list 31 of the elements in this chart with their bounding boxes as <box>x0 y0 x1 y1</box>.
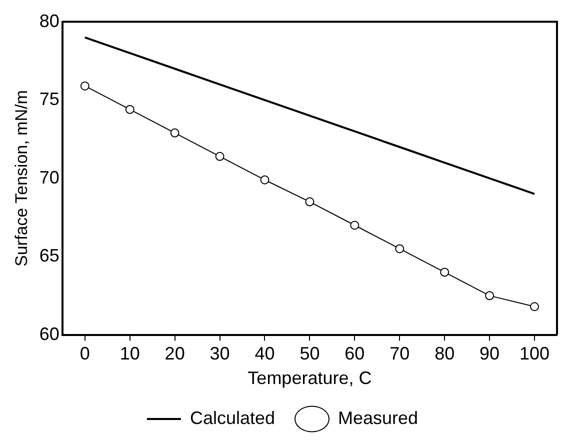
x-tick-label: 20 <box>164 344 185 364</box>
x-tick-label: 40 <box>254 344 275 364</box>
y-tick-label: 70 <box>39 167 60 188</box>
x-axis-title: Temperature, C <box>248 368 372 388</box>
legend-label: Calculated <box>190 408 276 428</box>
x-tick-label: 100 <box>519 344 550 364</box>
y-tick-label: 60 <box>39 324 60 344</box>
x-tick-label: 60 <box>344 344 365 364</box>
point <box>170 128 180 138</box>
point <box>305 197 314 206</box>
x-tick-label: 30 <box>210 344 230 364</box>
y-tick-label: 75 <box>39 89 60 110</box>
point <box>80 81 90 90</box>
y-tick-label: 65 <box>39 246 60 266</box>
point <box>395 244 404 254</box>
point <box>260 175 270 184</box>
x-tick-label: 0 <box>80 344 90 364</box>
point <box>440 268 450 277</box>
point <box>350 220 360 230</box>
x-tick-label: 80 <box>434 344 455 364</box>
x-tick-label: 90 <box>480 344 500 364</box>
x-tick-label: 70 <box>390 344 410 364</box>
point <box>215 152 224 161</box>
point <box>530 302 540 312</box>
point <box>125 104 134 114</box>
y-axis-title: Surface Tension, mN/m <box>12 90 31 266</box>
legend-label: Measured <box>338 408 418 428</box>
x-tick-label: 50 <box>300 344 320 364</box>
y-tick-label: 80 <box>39 10 60 31</box>
point <box>485 291 494 300</box>
x-tick-label: 10 <box>120 344 140 364</box>
